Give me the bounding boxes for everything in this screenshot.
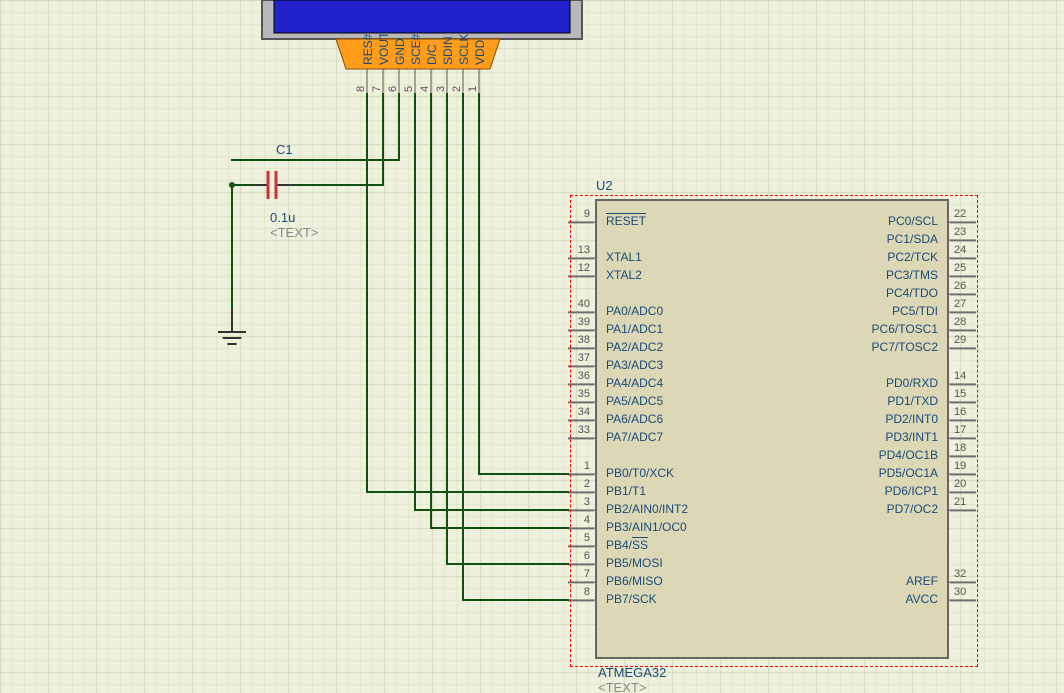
mcu-right-pin-label-29: PC7/TOSC2 xyxy=(872,340,938,354)
mcu-left-pin-num-40: 40 xyxy=(578,298,590,310)
mcu-text: <TEXT> xyxy=(598,680,646,693)
lcd-pin-num-4: 4 xyxy=(419,86,431,92)
mcu-right-pin-label-21: PD7/OC2 xyxy=(887,502,938,516)
mcu-left-pin-num-7: 7 xyxy=(584,568,590,580)
lcd-pin-label-vdd: VDD xyxy=(473,40,487,65)
mcu-left-pin-label-2: PB1/T1 xyxy=(606,484,646,498)
mcu-right-pin-num-18: 18 xyxy=(954,442,966,454)
mcu-right-pin-num-22: 22 xyxy=(954,208,966,220)
mcu-left-pin-num-4: 4 xyxy=(584,514,590,526)
lcd-pin-label-vout: VOUT xyxy=(377,32,391,65)
mcu-right-pin-label-14: PD0/RXD xyxy=(886,376,938,390)
mcu-right-pin-num-26: 26 xyxy=(954,280,966,292)
mcu-left-pin-label-13: XTAL1 xyxy=(606,250,642,264)
mcu-right-pin-label-16: PD2/INT0 xyxy=(885,412,938,426)
mcu-right-pin-label-30: AVCC xyxy=(906,592,938,606)
mcu-right-pin-num-15: 15 xyxy=(954,388,966,400)
lcd-pin-num-8: 8 xyxy=(355,86,367,92)
mcu-right-pin-label-28: PC6/TOSC1 xyxy=(872,322,938,336)
mcu-right-pin-num-27: 27 xyxy=(954,298,966,310)
mcu-left-pin-num-13: 13 xyxy=(578,244,590,256)
lcd-pin-num-6: 6 xyxy=(387,86,399,92)
mcu-left-pin-label-3: PB2/AIN0/INT2 xyxy=(606,502,688,516)
mcu-left-pin-num-35: 35 xyxy=(578,388,590,400)
lcd-pin-num-1: 1 xyxy=(467,86,479,92)
lcd-pin-label-sce#: SCE# xyxy=(409,34,423,65)
mcu-left-pin-label-33: PA7/ADC7 xyxy=(606,430,663,444)
mcu-left-pin-label-36: PA4/ADC4 xyxy=(606,376,663,390)
mcu-left-pin-num-39: 39 xyxy=(578,316,590,328)
mcu-right-pin-label-17: PD3/INT1 xyxy=(885,430,938,444)
mcu-left-pin-label-7: PB6/MISO xyxy=(606,574,663,588)
mcu-left-pin-num-33: 33 xyxy=(578,424,590,436)
mcu-right-pin-label-23: PC1/SDA xyxy=(887,232,938,246)
lcd-pin-label-gnd: GND xyxy=(393,38,407,65)
mcu-right-pin-num-16: 16 xyxy=(954,406,966,418)
mcu-right-pin-label-18: PD4/OC1B xyxy=(879,448,938,462)
mcu-left-pin-num-8: 8 xyxy=(584,586,590,598)
mcu-left-pin-label-6: PB5/MOSI xyxy=(606,556,663,570)
net-junction xyxy=(229,182,235,188)
mcu-right-pin-label-27: PC5/TDI xyxy=(892,304,938,318)
mcu-left-pin-num-34: 34 xyxy=(578,406,590,418)
mcu-right-pin-num-28: 28 xyxy=(954,316,966,328)
mcu-right-pin-label-15: PD1/TXD xyxy=(887,394,938,408)
cap-value: 0.1u xyxy=(270,210,295,225)
mcu-left-pin-num-37: 37 xyxy=(578,352,590,364)
mcu-left-pin-label-8: PB7/SCK xyxy=(606,592,657,606)
mcu-right-pin-label-19: PD5/OC1A xyxy=(879,466,938,480)
mcu-left-pin-label-4: PB3/AIN1/OC0 xyxy=(606,520,687,534)
mcu-left-pin-label-37: PA3/ADC3 xyxy=(606,358,663,372)
lcd-pin-num-2: 2 xyxy=(451,86,463,92)
mcu-right-pin-label-22: PC0/SCL xyxy=(888,214,938,228)
lcd-pin-num-3: 3 xyxy=(435,86,447,92)
lcd-pin-num-7: 7 xyxy=(371,86,383,92)
lcd-pin-num-5: 5 xyxy=(403,86,415,92)
lcd-pin-label-sclk: SCLK xyxy=(457,34,471,65)
cap-text: <TEXT> xyxy=(270,225,318,240)
mcu-ref: U2 xyxy=(596,178,613,193)
mcu-left-pin-label-38: PA2/ADC2 xyxy=(606,340,663,354)
mcu-right-pin-num-32: 32 xyxy=(954,568,966,580)
mcu-left-pin-label-5: PB4/SS xyxy=(606,538,648,552)
mcu-left-pin-label-12: XTAL2 xyxy=(606,268,642,282)
mcu-right-pin-num-21: 21 xyxy=(954,496,966,508)
mcu-left-pin-num-36: 36 xyxy=(578,370,590,382)
mcu-left-pin-label-39: PA1/ADC1 xyxy=(606,322,663,336)
mcu-left-pin-num-6: 6 xyxy=(584,550,590,562)
mcu-right-pin-label-20: PD6/ICP1 xyxy=(885,484,938,498)
mcu-right-pin-num-19: 19 xyxy=(954,460,966,472)
mcu-right-pin-label-24: PC2/TCK xyxy=(887,250,938,264)
cap-ref: C1 xyxy=(276,142,293,157)
mcu-right-pin-num-25: 25 xyxy=(954,262,966,274)
mcu-left-pin-num-9: 9 xyxy=(584,208,590,220)
mcu-right-pin-label-25: PC3/TMS xyxy=(886,268,938,282)
mcu-left-pin-num-2: 2 xyxy=(584,478,590,490)
mcu-left-pin-label-35: PA5/ADC5 xyxy=(606,394,663,408)
mcu-left-pin-num-38: 38 xyxy=(578,334,590,346)
mcu-right-pin-num-20: 20 xyxy=(954,478,966,490)
mcu-left-pin-label-34: PA6/ADC6 xyxy=(606,412,663,426)
mcu-right-pin-num-17: 17 xyxy=(954,424,966,436)
mcu-right-pin-label-26: PC4/TDO xyxy=(886,286,938,300)
lcd-pin-label-res#: RES# xyxy=(361,34,375,65)
mcu-part: ATMEGA32 xyxy=(598,665,666,680)
lcd-pin-label-d/c: D/C xyxy=(425,44,439,65)
mcu-right-pin-label-32: AREF xyxy=(906,574,938,588)
mcu-left-pin-num-3: 3 xyxy=(584,496,590,508)
mcu-right-pin-num-29: 29 xyxy=(954,334,966,346)
lcd-pin-label-sdin: SDIN xyxy=(441,36,455,65)
mcu-left-pin-num-5: 5 xyxy=(584,532,590,544)
mcu-left-pin-label-1: PB0/T0/XCK xyxy=(606,466,674,480)
mcu-right-pin-num-14: 14 xyxy=(954,370,966,382)
mcu-left-pin-num-1: 1 xyxy=(584,460,590,472)
mcu-right-pin-num-30: 30 xyxy=(954,586,966,598)
mcu-right-pin-num-24: 24 xyxy=(954,244,966,256)
mcu-right-pin-num-23: 23 xyxy=(954,226,966,238)
mcu-left-pin-num-12: 12 xyxy=(578,262,590,274)
mcu-left-pin-label-9: RESET xyxy=(606,214,646,228)
mcu-left-pin-label-40: PA0/ADC0 xyxy=(606,304,663,318)
